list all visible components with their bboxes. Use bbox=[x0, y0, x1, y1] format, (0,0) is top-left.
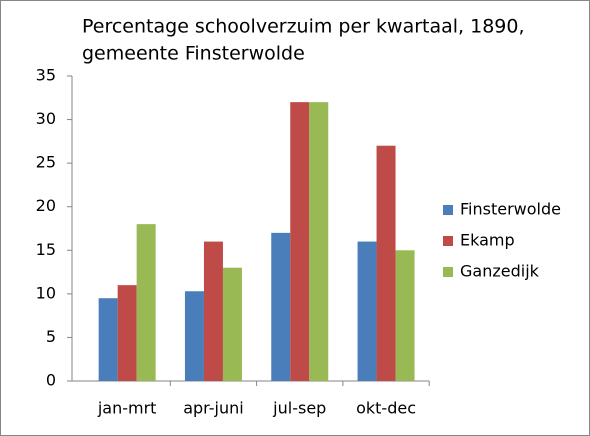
legend-label: Ganzedijk bbox=[460, 262, 540, 281]
y-tick-label: 10 bbox=[36, 283, 56, 302]
chart-title: gemeente Finsterwolde bbox=[82, 43, 305, 65]
y-tick-label: 15 bbox=[36, 240, 56, 259]
bar bbox=[395, 250, 415, 381]
bar bbox=[117, 285, 137, 381]
y-tick-label: 35 bbox=[36, 66, 56, 85]
y-tick-label: 30 bbox=[36, 109, 56, 128]
y-tick-label: 25 bbox=[36, 153, 56, 172]
legend-swatch bbox=[443, 236, 453, 246]
y-tick-label: 20 bbox=[36, 196, 56, 215]
bar bbox=[98, 298, 118, 381]
x-tick-label: jul-sep bbox=[272, 399, 326, 418]
bar bbox=[357, 241, 377, 381]
bar bbox=[271, 232, 291, 381]
y-tick-label: 5 bbox=[46, 327, 56, 346]
x-tick-label: okt-dec bbox=[356, 399, 416, 418]
x-tick-label: apr-juni bbox=[183, 399, 243, 418]
bar bbox=[184, 291, 204, 381]
bar bbox=[222, 267, 242, 381]
legend-swatch bbox=[443, 205, 453, 215]
bar bbox=[309, 102, 329, 382]
chart-title: Percentage schoolverzuim per kwartaal, 1… bbox=[82, 16, 525, 38]
legend-label: Ekamp bbox=[460, 231, 515, 250]
bar bbox=[136, 224, 156, 381]
legend-label: Finsterwolde bbox=[460, 200, 561, 219]
legend-swatch bbox=[443, 267, 453, 277]
y-tick-label: 0 bbox=[46, 371, 56, 390]
bar bbox=[203, 241, 223, 381]
bar bbox=[290, 102, 310, 382]
x-tick-label: jan-mrt bbox=[97, 399, 157, 418]
bar bbox=[376, 145, 396, 381]
